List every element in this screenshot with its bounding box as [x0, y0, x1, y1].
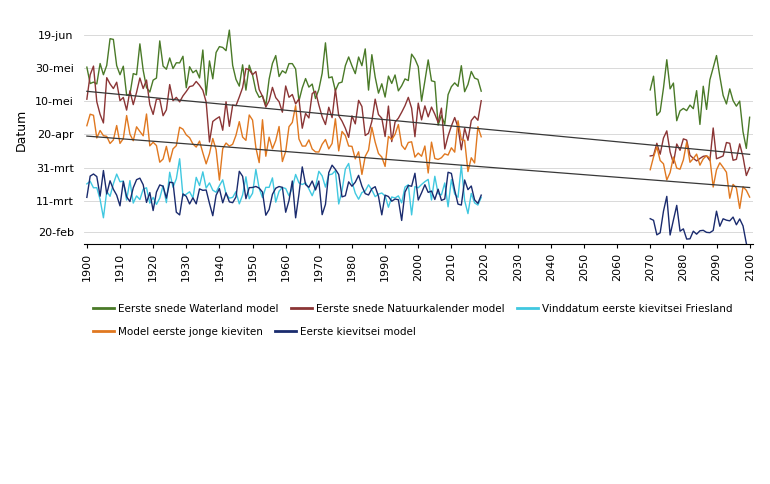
- Legend: Model eerste jonge kieviten, Eerste kievitsei model: Model eerste jonge kieviten, Eerste kiev…: [89, 322, 420, 341]
- Y-axis label: Datum: Datum: [15, 108, 28, 151]
